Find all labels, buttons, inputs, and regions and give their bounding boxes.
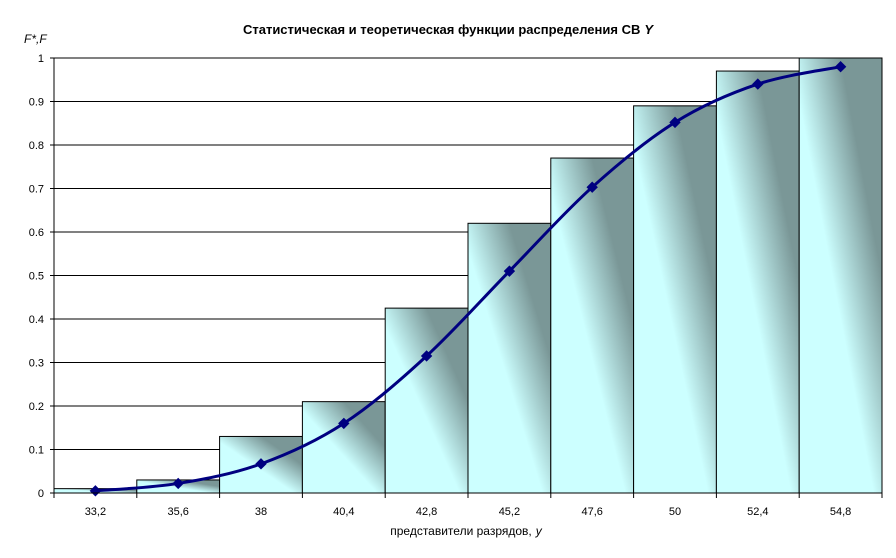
line-point	[669, 116, 681, 129]
axes: 0 0.1 0.2 0.3 0.4 0.5 0.6 0.7 0.8 0.9 1 33,2 35,6 38 4…	[29, 53, 883, 518]
y-tick-label: 0.2	[29, 401, 44, 413]
x-tick-label: 47,6	[581, 506, 602, 518]
line-point	[338, 417, 350, 430]
x-tick-label: 35,6	[167, 506, 188, 518]
y-axis-label: F*,F	[24, 32, 47, 46]
x-axis-label-var: y	[535, 524, 543, 538]
bar	[384, 307, 469, 494]
y-tick-label: 0.9	[29, 97, 44, 109]
chart-title-var: Y	[644, 22, 654, 37]
x-tick-label: 54,8	[830, 506, 851, 518]
bar	[798, 57, 883, 494]
bar	[633, 105, 717, 494]
x-tick-label: 38	[255, 506, 267, 518]
line-point	[834, 60, 847, 73]
line-path	[95, 65, 841, 493]
y-tick-label: 0.3	[29, 358, 44, 370]
x-tick-label: 45,2	[499, 506, 520, 518]
line-point	[503, 265, 516, 277]
x-axis-label: представители разрядов, y	[390, 524, 543, 538]
bar	[301, 401, 386, 494]
x-tick-label: 33,2	[85, 506, 106, 518]
line-point	[420, 350, 433, 362]
y-tick-label: 0	[38, 488, 44, 500]
line-point	[172, 477, 184, 490]
y-tick-label: 0.4	[29, 314, 44, 326]
x-tick-label: 42,8	[416, 506, 437, 518]
y-tick-label: 1	[38, 53, 44, 65]
y-tick-label: 0.7	[29, 184, 44, 196]
bar	[467, 222, 552, 494]
bar	[715, 70, 800, 494]
y-tick-label: 0.6	[29, 227, 44, 239]
x-tick-label: 52,4	[747, 506, 768, 518]
y-tick-label: 0.8	[29, 140, 44, 152]
line-series	[89, 60, 847, 497]
y-tick-label: 0.5	[29, 271, 44, 283]
line-point	[89, 485, 102, 497]
line-point	[255, 458, 267, 470]
chart-title: Статистическая и теоретическая функции р…	[243, 22, 654, 37]
line-point	[586, 181, 598, 193]
x-tick-label: 40,4	[333, 506, 354, 518]
y-tick-label: 0.1	[29, 445, 44, 457]
line-point	[752, 78, 764, 90]
x-tick-label: 50	[669, 506, 681, 518]
bar	[550, 157, 635, 494]
